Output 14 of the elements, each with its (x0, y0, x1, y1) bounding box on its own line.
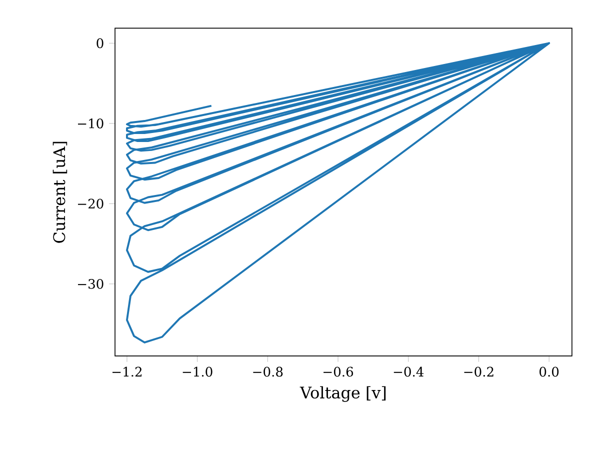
y-axis-title: Current [uA] (52, 142, 68, 243)
x-tick-label: −1.0 (182, 366, 212, 377)
x-tick-label: 0.0 (540, 366, 559, 377)
line-series (126, 42, 550, 344)
x-tick-label: −0.6 (324, 366, 354, 377)
y-tick-label: −10 (78, 118, 104, 128)
x-tick-label: −0.8 (253, 366, 283, 377)
y-tick-label: 0 (96, 38, 104, 48)
x-tick-label: −1.2 (112, 366, 142, 377)
x-axis-title: Voltage [v] (300, 386, 386, 402)
x-tick-label: −0.4 (394, 366, 424, 377)
x-tick-label: −0.2 (464, 366, 494, 377)
y-tick-label: −20 (78, 198, 104, 209)
y-tick-label: −30 (78, 278, 104, 289)
